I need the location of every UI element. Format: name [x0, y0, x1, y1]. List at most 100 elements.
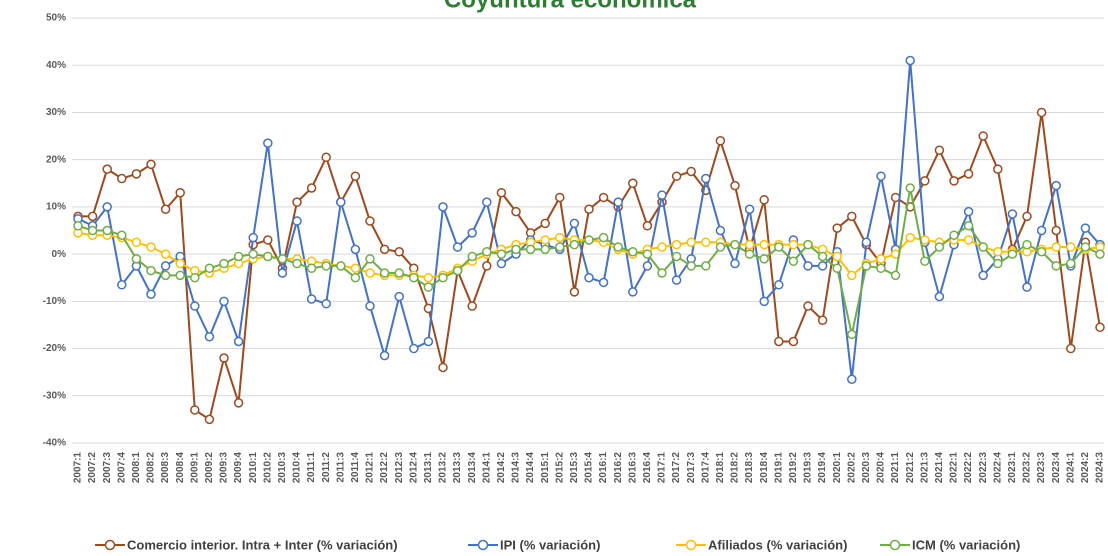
x-tick-label: 2020:2: [846, 452, 857, 484]
point: [628, 247, 638, 257]
point: [511, 244, 521, 255]
y-tick-label: -10%: [43, 296, 66, 307]
point: [350, 244, 361, 255]
point: [803, 261, 813, 271]
point: [847, 329, 857, 340]
point: [613, 197, 623, 207]
point: [993, 247, 1003, 257]
point: [190, 301, 200, 311]
point: [496, 187, 507, 198]
y-tick-label: 50%: [46, 13, 66, 24]
point: [657, 190, 667, 200]
point: [365, 268, 375, 278]
point: [365, 254, 375, 264]
point: [482, 261, 492, 271]
point: [949, 230, 959, 240]
point: [993, 164, 1003, 174]
x-tick-label: 2010:4: [292, 452, 303, 484]
point: [423, 336, 434, 347]
point: [540, 244, 550, 255]
point: [963, 221, 974, 231]
point: [379, 350, 390, 361]
point: [701, 237, 711, 248]
x-tick-label: 2013:1: [423, 452, 434, 484]
point: [233, 336, 244, 347]
point: [569, 218, 580, 229]
point: [1036, 107, 1047, 118]
legend-marker: [685, 539, 697, 551]
point: [409, 272, 419, 283]
point: [175, 258, 185, 269]
x-tick-label: 2019:1: [773, 452, 784, 484]
legend-marker: [889, 539, 901, 551]
point: [671, 251, 682, 262]
point: [219, 296, 229, 307]
point: [861, 261, 872, 271]
point: [686, 261, 696, 271]
x-tick-label: 2012:2: [379, 452, 390, 484]
point: [233, 398, 244, 408]
point: [832, 263, 842, 274]
x-tick-label: 2008:2: [146, 452, 157, 484]
point: [613, 242, 623, 252]
point: [1095, 249, 1105, 259]
point: [1022, 282, 1032, 292]
point: [642, 261, 653, 271]
point: [423, 282, 434, 292]
point: [394, 247, 404, 257]
point: [817, 251, 828, 262]
point: [905, 183, 915, 193]
x-tick-label: 2022:2: [963, 452, 974, 484]
point: [87, 225, 98, 236]
point: [336, 261, 346, 271]
point: [190, 272, 200, 283]
point: [978, 270, 988, 281]
legend-marker: [104, 539, 116, 551]
x-tick-label: 2017:4: [700, 452, 711, 484]
point: [131, 237, 142, 248]
x-tick-label: 2020:1: [832, 452, 843, 484]
point: [496, 258, 507, 269]
point: [204, 332, 215, 342]
point: [277, 268, 288, 278]
x-tick-label: 2017:1: [657, 452, 668, 484]
x-tick-label: 2008:1: [131, 452, 142, 484]
point: [379, 268, 390, 278]
point: [934, 242, 945, 252]
point: [657, 268, 667, 278]
x-tick-label: 2008:4: [175, 452, 186, 484]
x-tick-label: 2023:3: [1036, 452, 1047, 484]
x-tick-label: 2024:3: [1095, 452, 1106, 484]
point: [1036, 225, 1047, 236]
point: [1066, 343, 1076, 354]
x-tick-label: 2009:4: [233, 452, 244, 484]
x-tick-label: 2018:2: [730, 452, 741, 484]
x-tick-label: 2019:4: [817, 452, 828, 484]
point: [263, 251, 273, 262]
x-tick-label: 2021:4: [934, 452, 945, 484]
point: [350, 263, 361, 274]
point: [920, 176, 930, 186]
x-tick-label: 2011:2: [321, 452, 332, 483]
point: [1051, 225, 1061, 236]
point: [248, 249, 258, 259]
point: [160, 204, 171, 214]
x-tick-label: 2023:2: [1022, 452, 1033, 484]
point: [102, 202, 112, 212]
point: [511, 206, 521, 217]
x-tick-label: 2015:3: [569, 452, 580, 484]
point: [1022, 211, 1032, 222]
point: [175, 187, 185, 198]
point: [598, 277, 609, 288]
point: [890, 270, 901, 281]
point: [642, 249, 653, 259]
point: [1022, 239, 1032, 250]
point: [730, 258, 740, 269]
x-tick-label: 2011:1: [306, 452, 317, 483]
x-tick-label: 2011:4: [350, 452, 361, 483]
x-tick-label: 2021:2: [905, 452, 916, 484]
point: [1051, 180, 1061, 191]
x-tick-label: 2018:3: [744, 452, 755, 484]
point: [730, 180, 740, 191]
point: [365, 216, 375, 226]
